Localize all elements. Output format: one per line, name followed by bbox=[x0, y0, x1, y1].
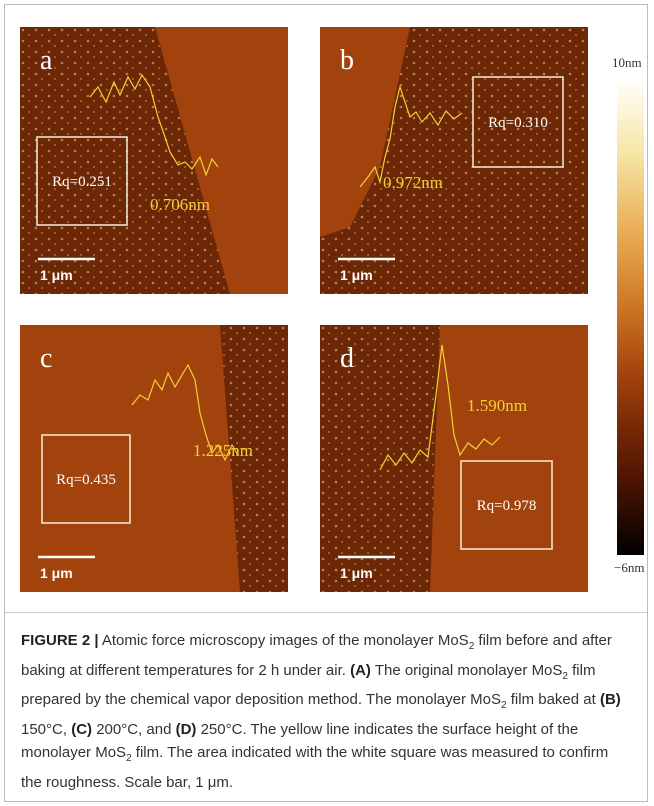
caption-text: (C) bbox=[71, 721, 92, 738]
afm-panel: d Rq=0.978 1.590nm 1 μm bbox=[320, 325, 588, 592]
caption-text: (A) bbox=[350, 662, 371, 679]
caption-text: (D) bbox=[176, 721, 197, 738]
colorbar-max: 10nm bbox=[612, 55, 642, 71]
afm-panel: b Rq=0.310 0.972nm 1 μm bbox=[320, 27, 588, 294]
step-height: 0.972nm bbox=[383, 173, 443, 192]
step-height: 0.706nm bbox=[150, 195, 210, 214]
colorbar-min: −6nm bbox=[614, 560, 644, 576]
caption-text: film baked at bbox=[507, 691, 600, 708]
colorbar bbox=[617, 85, 644, 555]
scale-bar-label: 1 μm bbox=[40, 267, 73, 283]
afm-panel: c Rq=0.435 1.225nm 1 μm bbox=[20, 325, 288, 592]
roughness-label: Rq=0.978 bbox=[477, 498, 537, 514]
caption: FIGURE 2 | Atomic force microscopy image… bbox=[5, 612, 647, 794]
roughness-label: Rq=0.251 bbox=[52, 174, 112, 190]
caption-text: 200°C, and bbox=[92, 721, 176, 738]
caption-text: (B) bbox=[600, 691, 621, 708]
step-height: 1.225nm bbox=[193, 441, 253, 460]
caption-text: Atomic force microscopy images of the mo… bbox=[99, 632, 469, 649]
panel-label: d bbox=[340, 343, 354, 374]
scale-bar-label: 1 μm bbox=[340, 565, 373, 581]
panel-label: a bbox=[40, 45, 53, 76]
roughness-label: Rq=0.435 bbox=[56, 472, 116, 488]
panel-label: b bbox=[340, 45, 354, 76]
caption-text: 150°C, bbox=[21, 721, 71, 738]
panel-label: c bbox=[40, 343, 52, 374]
afm-panel: a Rq=0.251 0.706nm 1 μm bbox=[20, 27, 288, 294]
figure-page: 10nm −6nm FIGURE 2 | Atomic force micros… bbox=[0, 0, 654, 806]
step-height: 1.590nm bbox=[467, 396, 527, 415]
scale-bar-label: 1 μm bbox=[340, 267, 373, 283]
caption-text: The original monolayer MoS bbox=[371, 662, 562, 679]
film-region bbox=[430, 325, 588, 592]
caption-text: FIGURE 2 | bbox=[21, 632, 99, 649]
roughness-label: Rq=0.310 bbox=[488, 115, 548, 131]
scale-bar-label: 1 μm bbox=[40, 565, 73, 581]
